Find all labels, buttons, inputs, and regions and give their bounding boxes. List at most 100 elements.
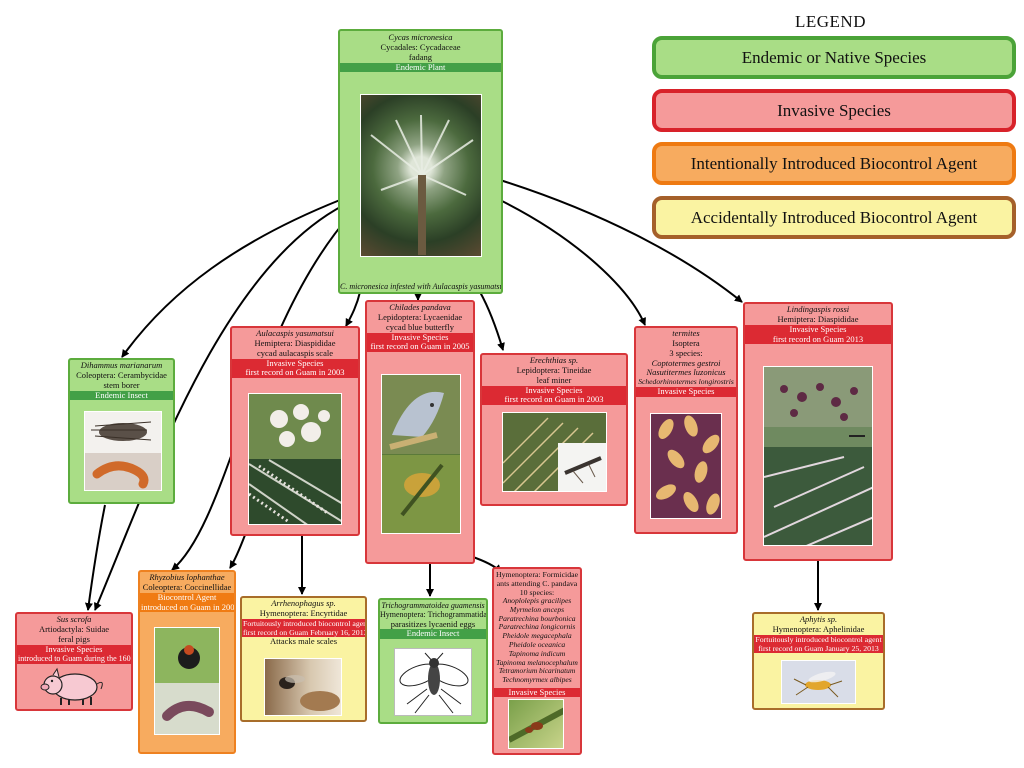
aulacaspis-record: first record on Guam in 2003 xyxy=(232,368,358,379)
ants-species-10: Technomyrmex albipes xyxy=(502,674,572,684)
arrow-cycas-sus xyxy=(94,204,345,611)
trichogramma-status: Endemic Insect xyxy=(380,629,486,640)
trichogramma-common: parasitizes lycaenid eggs xyxy=(390,618,476,629)
node-aulacaspis: Aulacaspis yasumatsui Hemiptera: Diaspid… xyxy=(230,326,360,536)
cycas-common: fadang xyxy=(408,51,433,62)
ant-photo xyxy=(508,699,564,749)
aphytis-status: Fortuitously introduced biocontrol agent xyxy=(754,634,883,644)
erechthias-record: first record on Guam in 2003 xyxy=(482,395,626,406)
node-rhyzobius: Rhyzobius lophanthae Coleoptera: Coccine… xyxy=(138,570,236,754)
sus-record: introduced to Guam during the 1600s xyxy=(17,654,133,664)
arrow-aulacaspis-rhyzobius xyxy=(229,534,246,569)
chilades-status: Invasive Species xyxy=(367,332,473,343)
ants-species-7: Tapinoma indicum xyxy=(508,648,566,658)
ants-species-2: Myrmelon anceps xyxy=(509,604,565,614)
leafminer-photo xyxy=(502,412,607,492)
node-chilades: Chilades pandava Lepidoptera: Lycaenidae… xyxy=(365,300,475,564)
ants-count: 10 species: xyxy=(519,588,555,598)
termites-name: termites xyxy=(672,328,700,338)
arrow-dihammus-sus xyxy=(84,504,106,611)
sus-status: Invasive Species xyxy=(17,644,131,655)
aulacaspis-status: Invasive Species xyxy=(232,358,358,369)
cycas-status: Endemic Plant xyxy=(340,62,501,73)
chilades-common: cycad blue butterfly xyxy=(386,321,454,332)
ants-order: Hymenoptera: Formicidae xyxy=(495,570,579,579)
pig-icon xyxy=(39,667,109,707)
beetle-photo xyxy=(84,411,162,491)
ants-species-8: Tapinoma melanocephalum xyxy=(496,657,578,667)
legend-item-invasive: Invasive Species xyxy=(652,89,1016,132)
erechthias-name: Erechthias sp. xyxy=(529,355,579,365)
dihammus-status: Endemic Insect xyxy=(70,390,173,401)
legend-item-endemic: Endemic or Native Species xyxy=(652,36,1016,79)
legend-label-invasive: Invasive Species xyxy=(777,101,891,120)
wasp-drawing xyxy=(394,648,472,716)
node-trichogramma: Trichogrammatoidea guamensis Hymenoptera… xyxy=(378,598,488,724)
node-cycas: Cycas micronesica Cycadales: Cycadaceae … xyxy=(338,29,503,294)
chilades-order: Lepidoptera: Lycaenidae xyxy=(377,311,463,322)
chilades-record: first record on Guam in 2005 xyxy=(367,342,473,353)
ants-species-1: Anoplolepis gracilipes xyxy=(502,596,572,606)
arrhenophagus-name: Arrhenophagus sp. xyxy=(271,598,336,608)
arrhenophagus-order: Hymenoptera: Encyrtidae xyxy=(259,607,348,618)
arrow-cycas-lindingaspis xyxy=(499,179,743,303)
ants-species-4: Paratrechina longicornis xyxy=(498,622,576,632)
node-dihammus: Dihammus marianarum Coleoptera: Cerambyc… xyxy=(68,358,175,504)
legend-label-endemic: Endemic or Native Species xyxy=(741,48,927,67)
termites-species-3: Schedorhinotermes longirostris xyxy=(638,377,734,387)
node-termites: termites Isoptera 3 species: Coptotermes… xyxy=(634,326,738,534)
aphytis-name: Aphytis sp. xyxy=(799,614,838,624)
rhyzobius-name: Rhyzobius lophanthae xyxy=(149,572,225,582)
aphytis-order: Hymenoptera: Aphelinidae xyxy=(772,623,865,634)
wasp-photo xyxy=(264,658,342,716)
legend-title: LEGEND xyxy=(795,12,866,31)
sus-order: Artiodactyla: Suidae xyxy=(38,623,110,634)
ants-status: Invasive Species xyxy=(494,687,580,698)
node-ants: Hymenoptera: Formicidae ants attending C… xyxy=(492,567,582,755)
legend-label-accidental: Accidentally Introduced Biocontrol Agent xyxy=(690,208,978,227)
arrhenophagus-status: Fortuitously introduced biocontrol agent xyxy=(242,618,367,628)
arrow-cycas-dihammus xyxy=(121,199,341,358)
lindingaspis-photo xyxy=(763,366,873,546)
dihammus-order: Coleoptera: Cerambycidae xyxy=(76,369,167,380)
erechthias-status: Invasive Species xyxy=(482,385,626,396)
aphytis-photo xyxy=(781,660,856,704)
legend-label-intentional: Intentionally Introduced Biocontrol Agen… xyxy=(690,154,978,173)
termites-status: Invasive Species xyxy=(636,386,736,397)
cycas-caption: C. micronesica infested with Aulacaspis … xyxy=(340,281,503,291)
aulacaspis-name: Aulacaspis yasumatsui xyxy=(256,328,334,338)
lindingaspis-status: Invasive Species xyxy=(745,324,891,335)
lindingaspis-record: first record on Guam 2013 xyxy=(745,334,891,345)
erechthias-common: leaf miner xyxy=(536,374,572,385)
ants-common: ants attending C. pandava xyxy=(496,579,578,589)
termites-species-1: Coptotermes gestroi xyxy=(651,357,721,368)
node-aphytis: Aphytis sp. Hymenoptera: Aphelinidae For… xyxy=(752,612,885,710)
ants-species-3: Paratrechina bourbonica xyxy=(498,613,576,623)
dihammus-name: Dihammus marianarum xyxy=(80,360,163,370)
arrhenophagus-record: first record on Guam February 16, 2013 xyxy=(242,627,367,637)
node-sus: Sus scrofa Artiodactyla: Suidae feral pi… xyxy=(15,612,133,711)
erechthias-order: Lepidoptera: Tineidae xyxy=(516,364,592,375)
legend-item-accidental: Accidentally Introduced Biocontrol Agent xyxy=(652,196,1016,239)
arrow-cycas-aulacaspis xyxy=(345,291,361,327)
legend-item-intentional: Intentionally Introduced Biocontrol Agen… xyxy=(652,142,1016,185)
butterfly-photo xyxy=(381,374,461,534)
cycas-name: Cycas micronesica xyxy=(388,32,453,42)
cycad-photo xyxy=(360,94,482,257)
node-erechthias: Erechthias sp. Lepidoptera: Tineidae lea… xyxy=(480,353,628,506)
lindingaspis-name: Lindingaspis rossi xyxy=(786,304,850,314)
arrow-cycas-termites xyxy=(499,199,646,326)
rhyzobius-record: introduced on Guam in 2005 xyxy=(140,601,236,613)
aulacaspis-order: Hemiptera: Diaspididae xyxy=(254,337,336,348)
ants-species-5: Pheidole megacephala xyxy=(502,631,572,641)
termites-count: 3 species: xyxy=(669,347,703,358)
termite-photo xyxy=(650,413,722,519)
node-arrhenophagus: Arrhenophagus sp. Hymenoptera: Encyrtida… xyxy=(240,596,367,722)
ants-species-9: Tetramorium bicarinatum xyxy=(498,666,576,676)
scale-photo xyxy=(248,393,342,525)
sus-common: feral pigs xyxy=(58,633,90,644)
lindingaspis-order: Hemiptera: Diaspididae xyxy=(777,313,859,324)
ants-species-6: Pheidole oceanica xyxy=(508,640,566,650)
sus-name: Sus scrofa xyxy=(56,614,92,624)
trichogramma-order: Hymenoptera: Trichogrammatidae xyxy=(380,610,488,620)
